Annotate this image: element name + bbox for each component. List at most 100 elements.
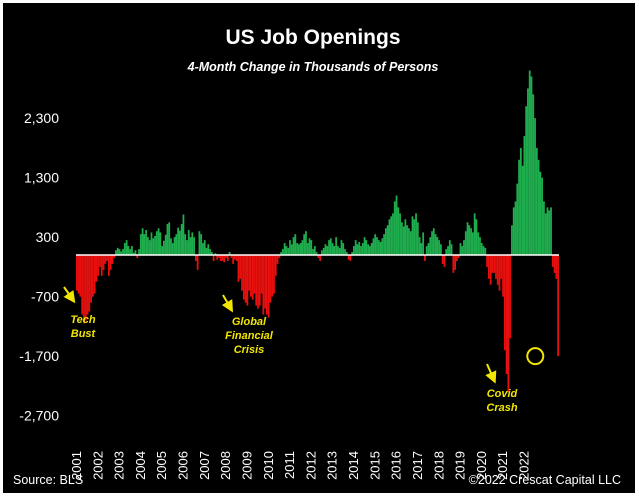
- bar: [509, 255, 512, 339]
- bar: [187, 230, 190, 255]
- bar: [329, 238, 332, 255]
- bar: [225, 255, 227, 258]
- chart-subtitle: 4-Month Change in Thousands of Persons: [187, 60, 439, 74]
- bar: [77, 255, 80, 294]
- source-note: Source: BLS: [13, 473, 83, 487]
- bar: [102, 255, 105, 270]
- bar: [392, 213, 394, 255]
- bar: [425, 246, 428, 255]
- bar: [457, 255, 460, 258]
- bar: [315, 252, 318, 255]
- bar: [498, 255, 501, 291]
- bar: [237, 255, 240, 282]
- bar: [351, 252, 354, 255]
- bar: [495, 255, 497, 279]
- bar: [200, 234, 203, 255]
- bar: [321, 250, 323, 255]
- bar: [372, 238, 375, 255]
- bar: [297, 244, 300, 255]
- bar: [203, 240, 206, 256]
- x-tick-label: 2015: [367, 451, 382, 480]
- bar: [553, 255, 556, 273]
- annotation-arrow: [485, 363, 497, 384]
- annotation-text: Global: [232, 316, 267, 328]
- copyright-note: ©2022 Crescat Capital LLC: [469, 473, 621, 487]
- bar: [226, 255, 229, 261]
- bar: [337, 246, 339, 255]
- bar: [306, 243, 309, 255]
- bar: [447, 246, 449, 255]
- bar: [283, 243, 286, 255]
- bar: [502, 255, 504, 297]
- bar: [519, 147, 522, 255]
- latest-reading-highlight: [526, 347, 545, 366]
- bar: [139, 234, 142, 255]
- bar: [262, 255, 265, 315]
- bar: [438, 240, 441, 256]
- bar: [537, 159, 540, 255]
- bar: [184, 234, 187, 255]
- bar: [484, 247, 487, 255]
- bar: [459, 243, 462, 255]
- bar: [303, 234, 306, 255]
- bar: [532, 94, 535, 255]
- bar: [493, 255, 496, 273]
- bar: [324, 244, 327, 255]
- bar: [503, 255, 506, 351]
- bar: [527, 88, 529, 256]
- bar: [353, 246, 355, 255]
- x-tick-label: 2017: [410, 451, 425, 480]
- bar: [543, 201, 545, 255]
- bar: [342, 243, 345, 255]
- bar: [468, 225, 471, 255]
- annotation-text: Financial: [225, 330, 274, 342]
- bar: [411, 216, 414, 255]
- x-tick-label: 2001: [69, 451, 84, 480]
- bar: [255, 255, 258, 306]
- bar: [93, 255, 96, 294]
- bar: [406, 225, 409, 255]
- bar: [266, 255, 268, 315]
- bar: [285, 246, 288, 255]
- x-tick-label: 2011: [282, 451, 297, 479]
- job-openings-chart: US Job Openings 4-Month Change in Thousa…: [13, 26, 621, 487]
- bar: [525, 106, 528, 255]
- x-tick-label: 2016: [389, 451, 404, 480]
- x-tick-label: 2003: [112, 451, 127, 480]
- bar: [166, 224, 169, 255]
- bar: [127, 246, 130, 255]
- x-tick-label: 2020: [474, 451, 489, 480]
- bar: [271, 255, 274, 297]
- bar: [120, 251, 123, 255]
- bar: [376, 237, 378, 255]
- x-tick-label: 2012: [303, 451, 318, 480]
- bar: [312, 249, 314, 255]
- bar: [436, 237, 439, 255]
- bar: [557, 255, 559, 357]
- bar: [251, 255, 254, 300]
- bar: [194, 255, 197, 261]
- bar: [369, 246, 371, 255]
- bar: [239, 255, 242, 279]
- x-tick-label: 2006: [176, 451, 191, 480]
- x-axis-labels: 2001 2002 2003 2004 2005 2006 2007 2008 2009 2010…: [69, 451, 531, 480]
- bar: [182, 214, 185, 255]
- bar: [331, 243, 334, 255]
- bar: [260, 255, 263, 294]
- bar: [379, 241, 382, 255]
- bar: [305, 231, 307, 255]
- bar: [125, 240, 128, 256]
- y-tick-label: 1,300: [24, 170, 59, 186]
- bar: [370, 243, 373, 255]
- bar: [408, 228, 410, 255]
- bar: [145, 230, 148, 255]
- bar: [177, 227, 179, 255]
- bar: [290, 244, 293, 255]
- x-tick-label: 2009: [239, 451, 254, 480]
- bar: [482, 246, 485, 255]
- x-tick-label: 2002: [90, 451, 105, 480]
- bar: [322, 247, 325, 255]
- bar: [294, 234, 297, 255]
- bar: [205, 247, 208, 255]
- x-tick-label: 2018: [431, 451, 446, 480]
